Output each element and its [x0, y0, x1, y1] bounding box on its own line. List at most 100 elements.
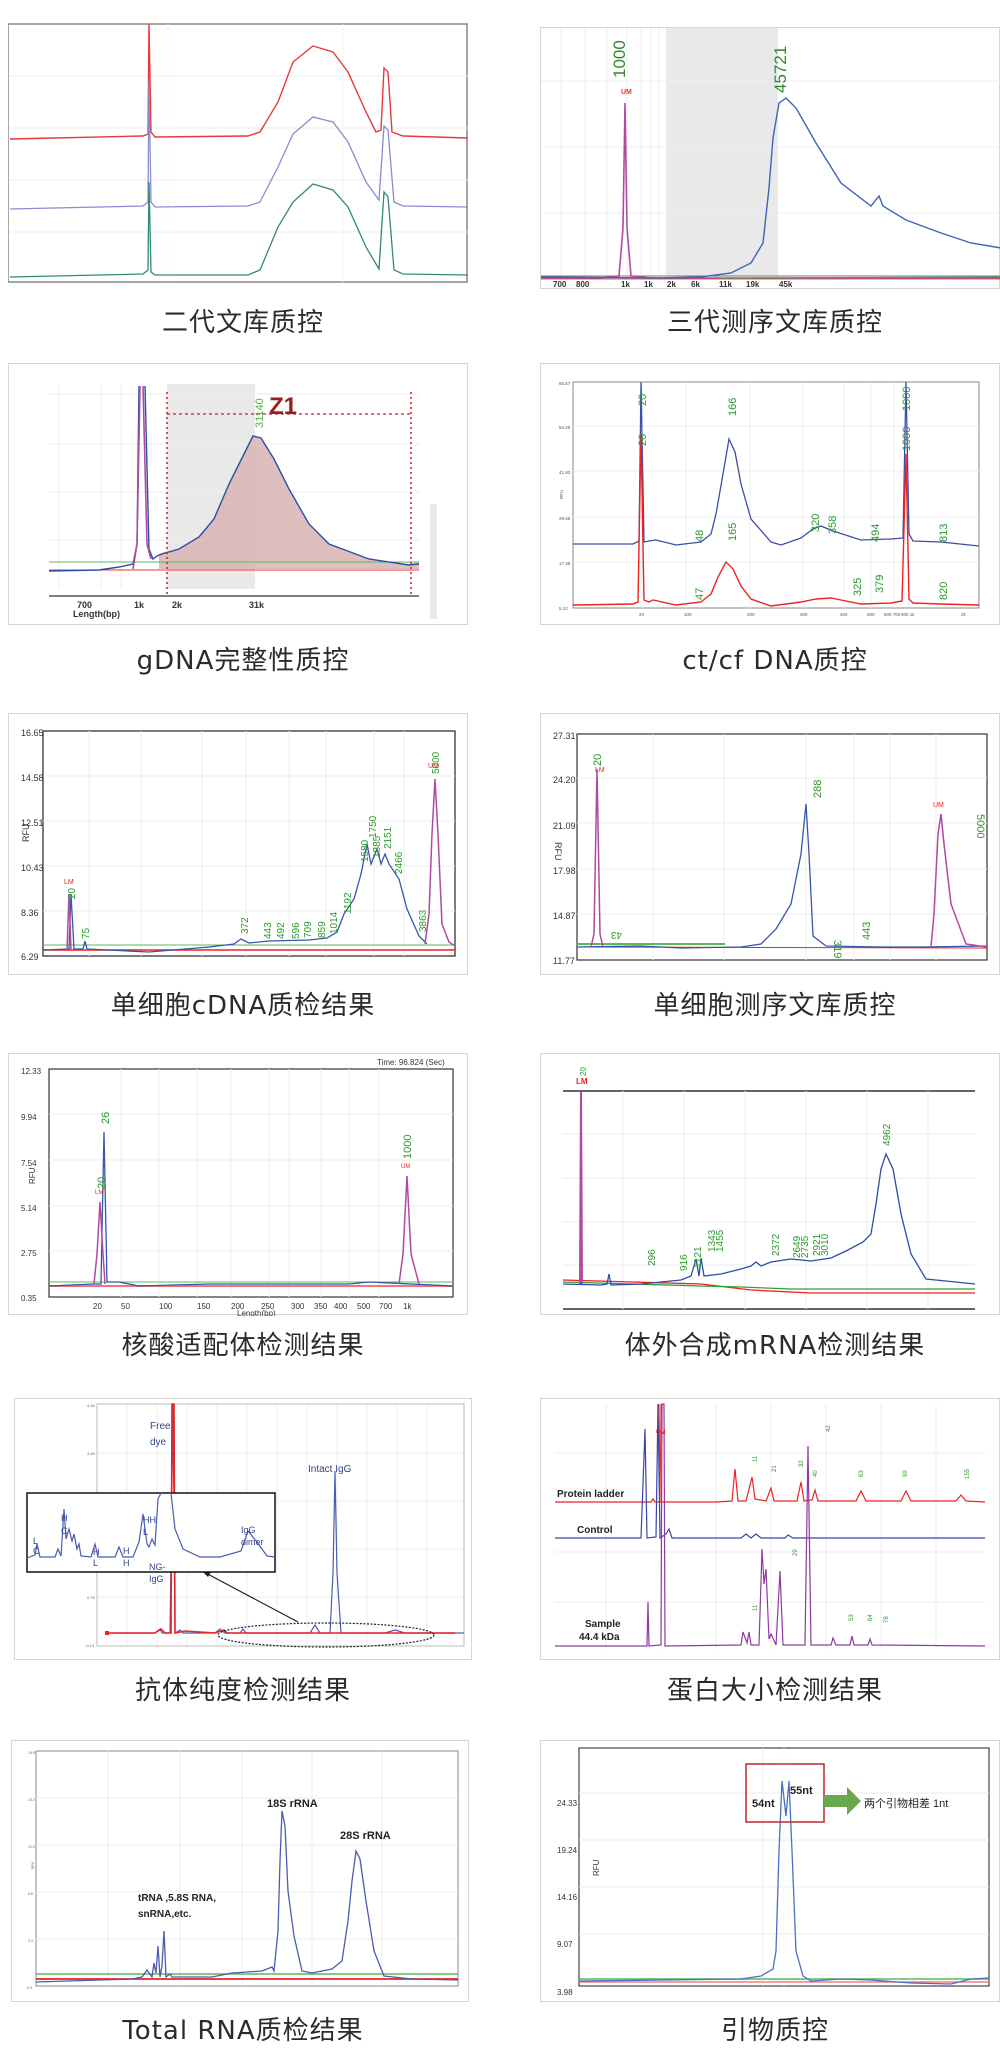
svg-text:Control: Control — [577, 1525, 613, 1536]
panel-caption: 单细胞测序文库质控 — [653, 991, 897, 1021]
svg-text:1k: 1k — [621, 280, 630, 289]
electropherogram-chart: UM Protein ladder Control Sample 44.4 kD… — [555, 1403, 986, 1649]
svg-text:3.45: 3.45 — [87, 1451, 96, 1456]
electropherogram-chart: 20 20 48 166 320 358 494 1000 1000 813 4… — [559, 381, 980, 617]
svg-text:17.39: 17.39 — [559, 561, 571, 566]
panel-caption: gDNA完整性质控 — [136, 646, 350, 676]
svg-text:11k: 11k — [719, 280, 732, 289]
peak-label: 45721 — [771, 46, 790, 93]
svg-text:-0.13: -0.13 — [85, 1643, 95, 1648]
panel-caption: Total RNA质检结果 — [122, 2016, 364, 2046]
svg-text:10.9: 10.9 — [28, 1845, 35, 1849]
chart-frame: 20 75 372 443 492 596 709 859 1014 1192 … — [8, 713, 468, 975]
svg-text:NG-: NG- — [149, 1562, 166, 1572]
svg-text:7.54: 7.54 — [21, 1159, 37, 1168]
svg-text:HH: HH — [143, 1515, 156, 1525]
svg-text:1455: 1455 — [715, 1229, 726, 1252]
svg-text:29.66: 29.66 — [559, 516, 571, 521]
panel-protein-size-result: UM Protein ladder Control Sample 44.4 kD… — [540, 1398, 1000, 1718]
chart-frame: 18S rRNA 28S rRNA tRNA ,5.8S RNA, snRNA,… — [11, 1740, 469, 2002]
electropherogram-chart: 54nt 55nt 两个引物相差 1nt 24.33 19.24 14.16 9.0… — [557, 1747, 990, 1997]
svg-text:800: 800 — [576, 280, 590, 289]
svg-text:379: 379 — [874, 575, 886, 593]
svg-text:tRNA ,5.8S RNA,: tRNA ,5.8S RNA, — [138, 1893, 216, 1904]
svg-text:6.6: 6.6 — [28, 1892, 33, 1896]
chart-frame — [8, 22, 468, 284]
svg-text:43: 43 — [610, 929, 622, 940]
svg-text:20: 20 — [637, 394, 649, 406]
svg-text:LM: LM — [595, 767, 605, 774]
svg-text:813: 813 — [938, 524, 950, 542]
chart-frame: 20 43 288 319 443 5000 LM UM 27.31 24.20 … — [540, 713, 1000, 975]
svg-text:Length(bp): Length(bp) — [73, 609, 120, 619]
svg-text:443: 443 — [263, 922, 274, 939]
svg-text:18S rRNA: 18S rRNA — [267, 1798, 318, 1810]
panel-caption: ct/cf DNA质控 — [682, 646, 868, 676]
svg-text:700: 700 — [77, 600, 92, 610]
svg-text:2k: 2k — [961, 612, 967, 617]
svg-text:296: 296 — [647, 1249, 658, 1266]
svg-text:320: 320 — [810, 514, 822, 532]
svg-text:5000: 5000 — [974, 814, 986, 838]
panel-ngs-library-qc: 二代文库质控 — [8, 20, 478, 340]
svg-text:1000: 1000 — [901, 387, 913, 411]
svg-text:492: 492 — [276, 922, 287, 939]
svg-text:31k: 31k — [249, 600, 265, 610]
svg-text:1000: 1000 — [901, 427, 913, 451]
svg-text:5.14: 5.14 — [21, 1204, 37, 1213]
svg-text:26: 26 — [100, 1112, 112, 1124]
svg-text:RFU: RFU — [553, 842, 563, 861]
electropherogram-chart: 20 43 288 319 443 5000 LM UM 27.3124.20 … — [553, 731, 988, 966]
svg-text:Intact IgG: Intact IgG — [308, 1464, 352, 1475]
svg-text:53: 53 — [849, 1614, 855, 1621]
svg-text:916: 916 — [679, 1254, 690, 1271]
panel-single-cell-seq-library-qc: 20 43 288 319 443 5000 LM UM 27.31 24.20 … — [540, 713, 1000, 1033]
svg-text:0.76: 0.76 — [87, 1595, 96, 1600]
svg-text:63: 63 — [859, 1470, 865, 1477]
svg-text:dye: dye — [150, 1437, 167, 1448]
svg-text:24.33: 24.33 — [557, 1799, 578, 1808]
chart-frame: 20 20 48 166 320 358 494 1000 1000 813 4… — [540, 363, 1000, 625]
svg-text:500: 500 — [357, 1302, 371, 1311]
svg-text:9.07: 9.07 — [557, 1940, 573, 1949]
svg-text:300: 300 — [800, 612, 808, 617]
panel-caption: 蛋白大小检测结果 — [666, 1676, 883, 1706]
svg-text:11: 11 — [753, 1604, 759, 1611]
panel-caption: 体外合成mRNA检测结果 — [624, 1331, 926, 1361]
svg-text:28S rRNA: 28S rRNA — [340, 1830, 391, 1842]
svg-text:600 700: 600 700 — [884, 612, 901, 617]
svg-text:Protein ladder: Protein ladder — [557, 1489, 624, 1500]
svg-text:200: 200 — [747, 612, 755, 617]
svg-text:155: 155 — [965, 1468, 971, 1479]
electropherogram-chart: LM 20 296 916 1121 1343 1455 2372 2649 2… — [562, 1067, 976, 1310]
svg-text:12.51: 12.51 — [21, 818, 44, 828]
svg-text:12.33: 12.33 — [21, 1067, 42, 1076]
svg-text:41.93: 41.93 — [559, 470, 571, 475]
svg-text:L: L — [143, 1527, 148, 1537]
svg-text:UM: UM — [933, 802, 944, 809]
svg-text:5.12: 5.12 — [559, 606, 568, 611]
svg-text:dimer: dimer — [241, 1537, 264, 1547]
svg-text:64: 64 — [868, 1614, 874, 1621]
svg-text:16.65: 16.65 — [21, 728, 44, 738]
svg-text:443: 443 — [861, 922, 873, 940]
svg-text:100: 100 — [684, 612, 692, 617]
svg-text:32: 32 — [799, 1460, 805, 1467]
svg-text:RFU: RFU — [28, 1167, 37, 1184]
svg-text:2649: 2649 — [792, 1235, 803, 1258]
panel-total-rna-result: 18S rRNA 28S rRNA tRNA ,5.8S RNA, snRNA,… — [8, 1740, 478, 2050]
svg-text:319: 319 — [831, 940, 843, 958]
svg-text:H: H — [123, 1558, 130, 1568]
svg-text:H: H — [123, 1546, 130, 1556]
panel-caption: 三代测序文库质控 — [666, 308, 883, 338]
svg-text:RFU: RFU — [592, 1859, 601, 1876]
svg-text:1343: 1343 — [707, 1229, 718, 1252]
svg-text:3010: 3010 — [820, 1233, 831, 1256]
svg-text:19k: 19k — [746, 280, 760, 289]
svg-text:1k: 1k — [134, 600, 145, 610]
svg-text:21: 21 — [772, 1465, 778, 1472]
svg-text:1k: 1k — [403, 1302, 412, 1311]
electropherogram-chart: 20 75 372 443 492 596 709 859 1014 1192 … — [21, 728, 456, 962]
svg-text:494: 494 — [870, 524, 882, 542]
